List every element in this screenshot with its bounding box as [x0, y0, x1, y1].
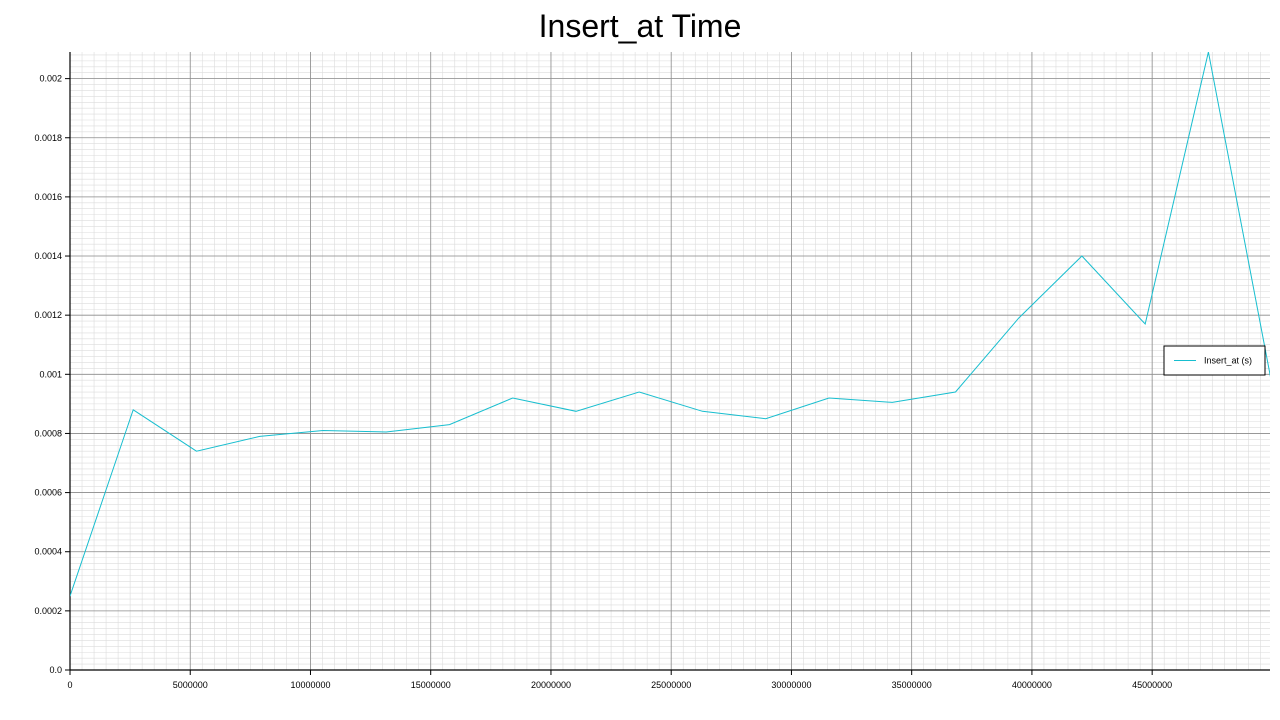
grid-layer: [69, 52, 1270, 671]
x-tick-label: 5000000: [173, 680, 208, 690]
x-tick-label: 40000000: [1012, 680, 1052, 690]
y-tick-label: 0.002: [39, 74, 62, 84]
y-tick-label: 0.0014: [34, 251, 62, 261]
x-tick-label: 25000000: [651, 680, 691, 690]
x-tick-label: 45000000: [1132, 680, 1172, 690]
series-line: [70, 52, 1270, 597]
y-tick-label: 0.0016: [34, 192, 62, 202]
y-tick-label: 0.0008: [34, 428, 62, 438]
y-tick-label: 0.0012: [34, 310, 62, 320]
x-tick-label: 30000000: [771, 680, 811, 690]
y-tick-label: 0.0: [49, 665, 62, 675]
axis-layer: 0 5000000 10000000 15000000 20000000 25000000…: [34, 52, 1270, 690]
y-tick-label: 0.0018: [34, 133, 62, 143]
x-tick-label: 20000000: [531, 680, 571, 690]
x-tick-label: 35000000: [892, 680, 932, 690]
series-layer: [70, 52, 1270, 597]
y-tick-label: 0.001: [39, 369, 62, 379]
x-tick-label: 10000000: [290, 680, 330, 690]
x-tick-label: 0: [67, 680, 72, 690]
y-tick-label: 0.0006: [34, 488, 62, 498]
legend[interactable]: Insert_at (s): [1163, 345, 1266, 376]
y-tick-label: 0.0004: [34, 547, 62, 557]
chart-title: Insert_at Time: [538, 8, 742, 44]
x-tick-label: 15000000: [411, 680, 451, 690]
legend-label: Insert_at (s): [1204, 356, 1252, 366]
y-tick-label: 0.0002: [34, 606, 62, 616]
